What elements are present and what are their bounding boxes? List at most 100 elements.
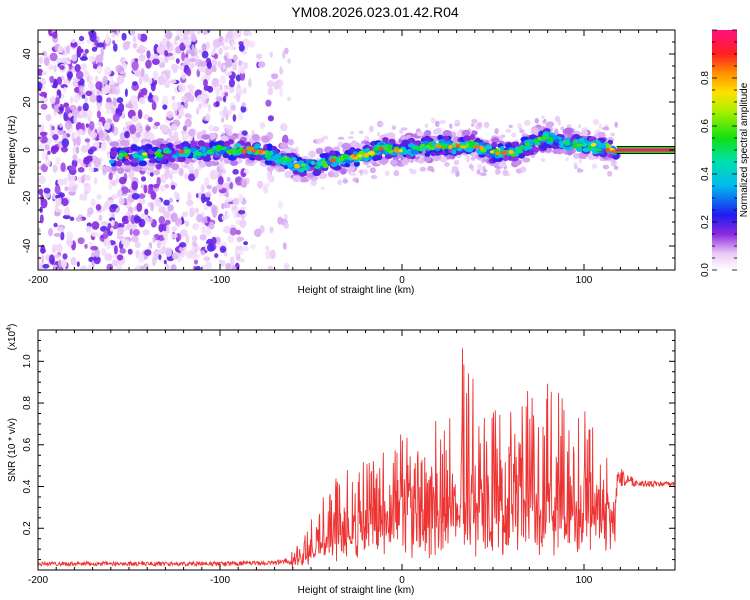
noise-blob xyxy=(224,92,228,97)
noise-blob xyxy=(229,182,234,190)
noise-blob xyxy=(129,30,135,36)
ridge-blob xyxy=(489,150,495,154)
noise-blob xyxy=(184,118,192,128)
snr-series-line xyxy=(38,348,675,568)
noise-blob xyxy=(181,51,186,62)
ridge-blob xyxy=(254,143,261,150)
colorbar-tick-label: 0.2 xyxy=(700,215,711,229)
noise-blob xyxy=(267,115,274,122)
ridge-blob xyxy=(261,135,270,143)
ridge-blob xyxy=(590,142,597,147)
noise-blob xyxy=(226,176,231,183)
noise-blob xyxy=(67,173,71,182)
x-tick-label: -100 xyxy=(210,575,230,586)
noise-blob xyxy=(91,231,99,237)
ridge-blob xyxy=(491,137,500,144)
noise-blob xyxy=(91,46,98,52)
ridge-blob xyxy=(545,121,555,128)
ridge-blob xyxy=(311,160,315,166)
ridge-halo xyxy=(517,122,522,129)
ridge-blob xyxy=(241,149,247,154)
noise-blob xyxy=(60,259,67,269)
ridge-blob xyxy=(379,158,389,165)
noise-blob xyxy=(101,221,109,226)
ridge-blob xyxy=(528,149,535,156)
noise-blob xyxy=(86,111,93,116)
noise-blob xyxy=(158,206,167,214)
ridge-halo xyxy=(554,128,559,135)
noise-blob xyxy=(189,95,195,103)
ridge-halo xyxy=(484,169,488,173)
ridge-blob xyxy=(442,130,452,137)
noise-blob xyxy=(216,184,224,190)
noise-blob xyxy=(89,33,97,43)
noise-blob xyxy=(96,121,103,127)
noise-blob xyxy=(241,130,248,136)
noise-blob xyxy=(241,102,246,108)
ridge-blob xyxy=(430,151,436,157)
noise-blob xyxy=(243,241,249,246)
noise-blob xyxy=(279,87,283,97)
noise-blob xyxy=(201,43,207,52)
noise-blob xyxy=(198,64,206,73)
noise-blob xyxy=(43,187,51,194)
noise-blob xyxy=(202,30,208,35)
ridge-halo xyxy=(347,136,354,140)
noise-blob xyxy=(218,35,224,43)
noise-blob xyxy=(110,204,118,209)
ridge-blob xyxy=(312,169,321,177)
ridge-blob xyxy=(554,138,560,143)
ridge-blob xyxy=(329,158,336,163)
noise-blob xyxy=(208,125,215,132)
ridge-halo xyxy=(350,131,354,135)
noise-blob xyxy=(63,79,68,84)
noise-blob xyxy=(81,94,86,99)
ridge-blob xyxy=(578,152,586,159)
noise-blob xyxy=(250,243,256,250)
ridge-blob xyxy=(451,149,457,155)
noise-blob xyxy=(213,53,219,60)
noise-blob xyxy=(131,115,139,123)
noise-blob xyxy=(222,95,227,103)
noise-blob xyxy=(201,216,209,224)
ridge-blob xyxy=(196,152,203,156)
noise-blob xyxy=(59,192,65,198)
noise-blob xyxy=(56,89,61,96)
noise-blob xyxy=(224,191,230,198)
noise-blob xyxy=(164,49,169,57)
ridge-halo xyxy=(554,115,561,123)
noise-blob xyxy=(93,255,101,265)
noise-blob xyxy=(286,96,292,102)
noise-blob xyxy=(132,81,138,86)
ridge-blob xyxy=(183,149,189,154)
ridge-blob xyxy=(440,156,448,163)
noise-blob xyxy=(39,91,48,97)
noise-blob xyxy=(142,229,150,236)
noise-blob xyxy=(214,253,219,259)
ridge-blob xyxy=(203,155,211,161)
noise-blob xyxy=(211,65,217,73)
ridge-blob xyxy=(267,151,274,155)
noise-blob xyxy=(267,87,274,96)
noise-blob xyxy=(38,175,46,185)
noise-blob xyxy=(163,199,170,206)
noise-blob xyxy=(52,193,57,200)
ridge-blob xyxy=(486,145,493,150)
ridge-blob xyxy=(597,131,606,138)
ridge-blob xyxy=(416,145,421,151)
noise-blob xyxy=(76,45,82,56)
noise-blob xyxy=(222,45,230,51)
ridge-blob xyxy=(429,146,436,151)
noise-blob xyxy=(205,229,212,236)
noise-blob xyxy=(138,97,146,105)
ridge-halo xyxy=(494,128,499,135)
noise-blob xyxy=(64,206,71,216)
ridge-blob xyxy=(121,140,130,147)
noise-blob xyxy=(170,184,176,190)
noise-blob xyxy=(80,63,88,71)
noise-blob xyxy=(278,200,284,210)
ridge-halo xyxy=(379,122,384,126)
noise-blob xyxy=(129,228,133,236)
ridge-blob xyxy=(198,162,206,168)
